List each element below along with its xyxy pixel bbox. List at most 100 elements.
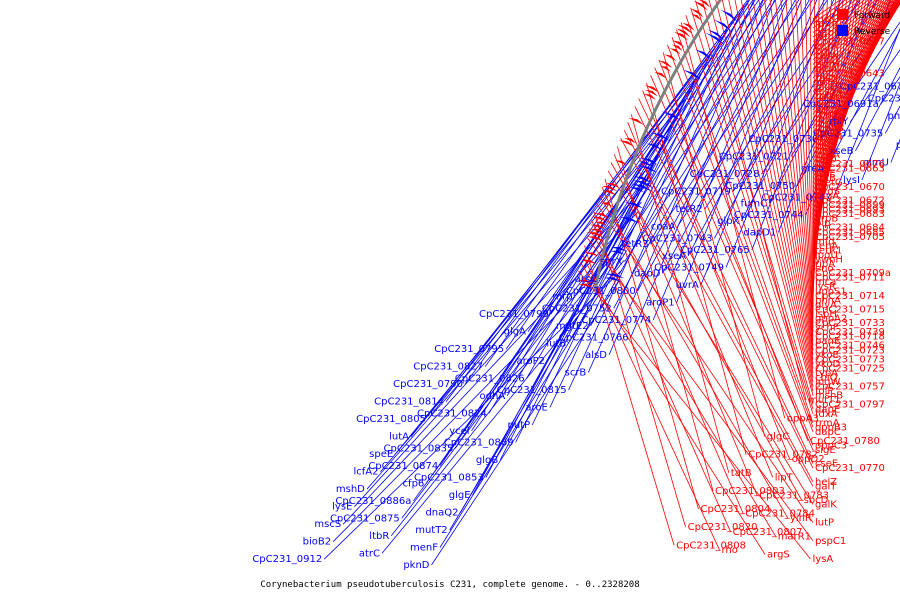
forward-label-connector (812, 3, 900, 138)
reverse-label-connector (796, 0, 897, 186)
forward-gene-label: gluB (815, 82, 837, 93)
reverse-gene-label: prsA (896, 140, 900, 151)
forward-gene-arrow (658, 60, 673, 69)
forward-gene-label: mutT1 (808, 395, 840, 406)
reverse-label-connector (714, 0, 842, 239)
forward-gene-label: CpC231_0672 (815, 196, 885, 207)
forward-label-connector (812, 0, 824, 301)
forward-gene-arrow (589, 228, 605, 234)
reverse-label-connector (460, 192, 646, 513)
forward-gene-arrow (591, 216, 608, 222)
reverse-gene-arrow (624, 202, 644, 209)
forward-label-connector (790, 0, 814, 333)
forward-label-connector (746, 0, 814, 369)
reverse-gene-label: CpC231_0752 (542, 303, 612, 314)
reverse-gene-label: CpC231_0735 (813, 128, 883, 139)
forward-gene-label: yrpB (815, 214, 838, 225)
forward-gene-label: CpC231_0699 (815, 200, 885, 211)
forward-gene-label: pip (815, 218, 830, 229)
forward-gene-label: rpmE (815, 109, 842, 120)
forward-gene-arrow (586, 232, 604, 237)
legend-forward-label: Forward (854, 11, 890, 21)
reverse-gene-label: pnuC (887, 111, 900, 122)
label-connector-lines (323, 0, 900, 566)
forward-label-connector (812, 0, 832, 292)
reverse-label-connector (676, 0, 802, 303)
reverse-label-connector (732, 0, 861, 192)
reverse-gene-label: atrC (359, 548, 380, 559)
reverse-gene-label: CpC231_0730 (748, 134, 818, 145)
forward-gene-label: pspC1 (815, 536, 846, 547)
reverse-label-connector (413, 173, 653, 502)
reverse-label-connector (850, 49, 900, 122)
forward-gene-label: purH (815, 59, 839, 70)
forward-label-connector (634, 106, 814, 469)
reverse-label-connector (526, 0, 750, 379)
forward-gene-arrow (581, 259, 597, 264)
forward-label-connector (812, 0, 861, 256)
reverse-gene-label: CpC231_0728 (690, 169, 760, 180)
forward-gene-label: moaB (815, 123, 844, 134)
forward-gene-label: CpC231_0782 (748, 450, 818, 461)
reverse-label-connector (819, 21, 900, 140)
forward-gene-label: phnA (815, 295, 841, 306)
forward-label-connector (601, 186, 744, 514)
reverse-gene-label: glgB (476, 455, 498, 466)
reverse-gene-label: tetR2 (675, 204, 702, 215)
reverse-gene-label: putP (508, 420, 531, 431)
forward-label-connector (671, 37, 814, 428)
forward-gene-arrow (675, 28, 691, 38)
reverse-label-connector (608, 0, 764, 356)
forward-gene-label: moeA (815, 118, 844, 129)
forward-gene-label: CpC231_0773 (815, 354, 885, 365)
forward-label-connector (812, 0, 828, 296)
forward-gene-arrow (660, 65, 671, 72)
reverse-label-connector (431, 279, 620, 566)
reverse-label-connector (366, 154, 660, 490)
forward-gene-label: rimJ (815, 146, 835, 157)
reverse-gene-label: sprX (600, 257, 623, 268)
forward-gene-label: CpC231_0705 (815, 232, 885, 243)
reverse-gene-label: ycel (449, 426, 469, 437)
forward-gene-label: ispE (815, 168, 836, 179)
forward-label-connector (812, 0, 848, 274)
forward-label-connector (812, 2, 900, 133)
reverse-gene-label: aroP2 (516, 356, 545, 367)
forward-label-connector (685, 14, 814, 414)
forward-gene-label: CpC231_0683 (815, 209, 885, 220)
forward-gene-label: nei (815, 32, 830, 43)
reverse-label-connector (472, 163, 656, 496)
forward-gene-label: CpC231_0693 (815, 205, 885, 216)
forward-gene-label: lysR (815, 282, 836, 293)
reverse-gene-label: glpX (717, 216, 739, 227)
forward-gene-label: ywnH (815, 255, 843, 266)
forward-label-connector (812, 0, 858, 260)
reverse-gene-label: CpC231_0721 (719, 152, 789, 163)
forward-gene-label: galU (815, 100, 838, 111)
forward-gene-arrow (594, 221, 607, 226)
forward-label-connector (708, 0, 814, 396)
gene-labels: csmamtRCpC231_0652CpC231_0642rpsRCpC231_… (252, 14, 900, 571)
forward-label-connector (805, 0, 814, 319)
forward-gene-label: metG (815, 177, 843, 188)
reverse-gene-label: CpC231_0853 (414, 473, 484, 484)
forward-gene-label: helZ (815, 477, 837, 488)
forward-gene-label: marR1 (778, 531, 811, 542)
reverse-label-connector (761, 0, 879, 175)
forward-gene-arrow (682, 22, 695, 31)
forward-gene-label: ripA (815, 259, 835, 270)
reverse-gene-label: CpC231_0886a (335, 496, 411, 507)
reverse-label-connector (861, 82, 900, 181)
reverse-gene-label: dapD1 (743, 228, 776, 239)
forward-gene-label: CpC231_0715 (815, 304, 885, 315)
forward-label-connector (607, 170, 814, 505)
forward-gene-label: CpC231_0643 (815, 69, 885, 80)
forward-label-connector (646, 82, 747, 455)
forward-gene-label: uppS1 (815, 286, 847, 297)
reverse-gene-label: CpC231_0874 (368, 461, 438, 472)
reverse-label-connector (425, 144, 664, 484)
forward-label-connector (588, 228, 777, 537)
forward-gene-label: CpC231_0714 (815, 291, 885, 302)
forward-label-connector (809, 0, 814, 315)
reverse-label-connector (630, 0, 775, 338)
